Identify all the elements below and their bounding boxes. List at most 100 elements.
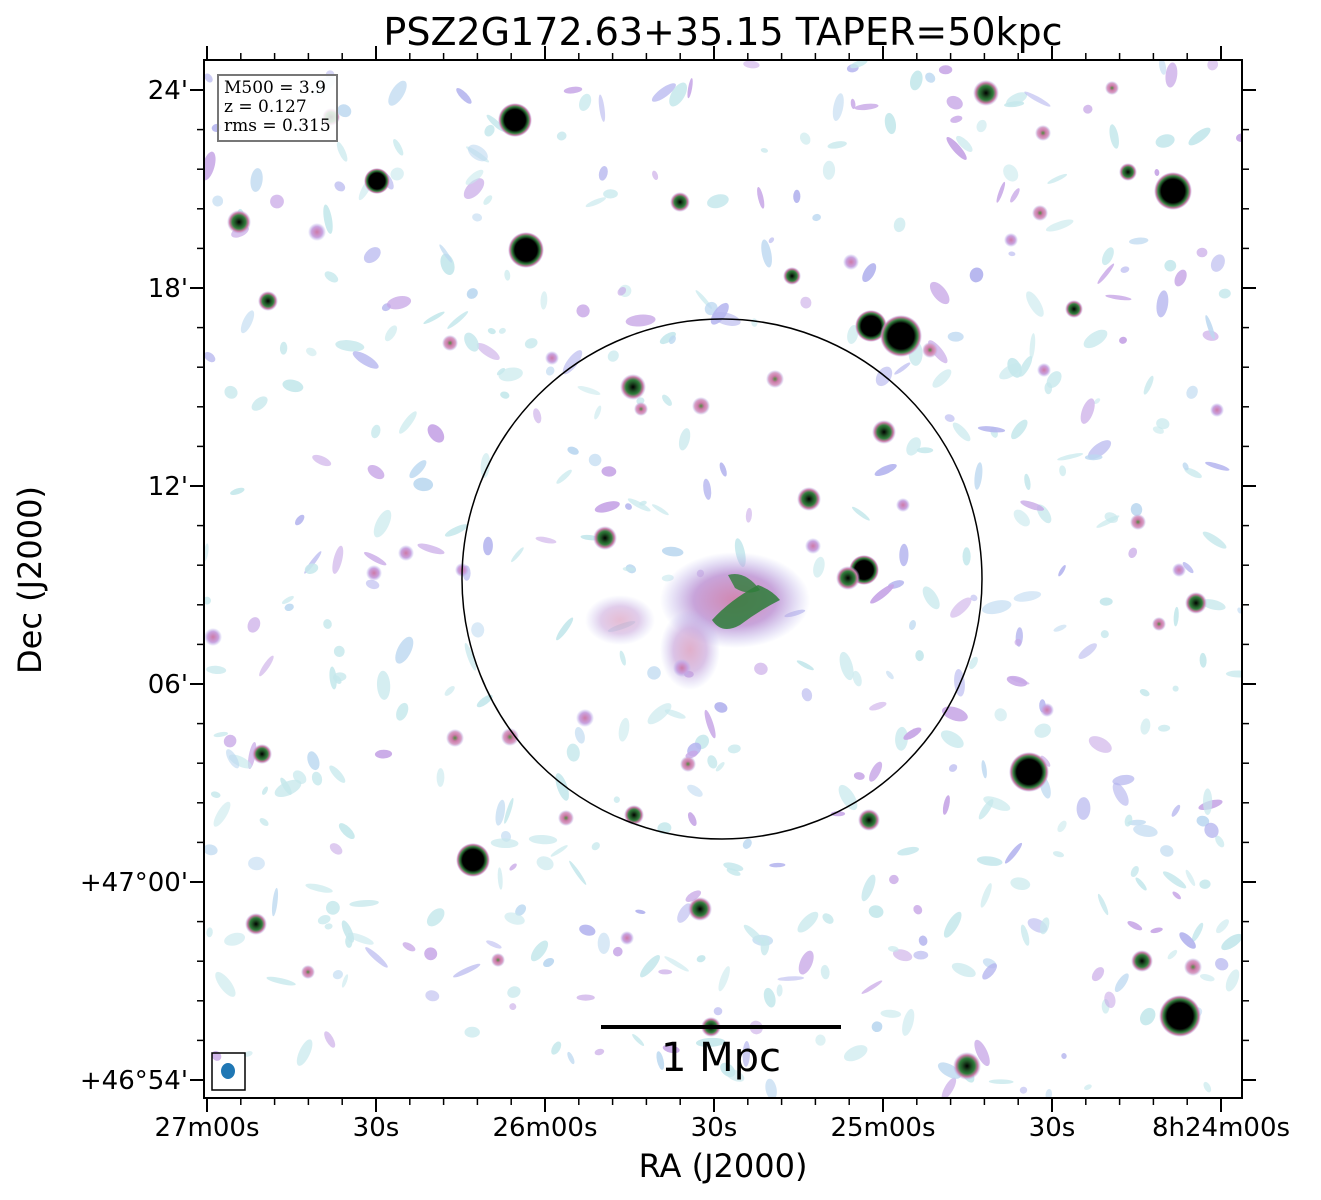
- noise-blob: [1140, 718, 1151, 735]
- axis-ticks: [190, 46, 1256, 1112]
- noise-blob: [426, 908, 445, 927]
- noise-blob: [341, 974, 349, 988]
- y-tick-label: +46°54': [80, 1066, 188, 1096]
- noise-blob: [480, 452, 491, 478]
- noise-blob: [598, 166, 608, 181]
- noise-blob: [250, 168, 263, 192]
- radio-source: [692, 397, 710, 415]
- noise-blob: [1080, 398, 1095, 424]
- radio-source: [501, 728, 519, 746]
- radio-source: [670, 192, 690, 212]
- noise-blob: [550, 845, 568, 857]
- noise-blob: [839, 651, 854, 681]
- noise-blob: [745, 507, 752, 523]
- radio-source: [1037, 363, 1051, 377]
- noise-blob: [713, 1007, 723, 1016]
- noise-blob: [1143, 375, 1154, 395]
- noise-blob: [545, 366, 555, 376]
- noise-blob: [1182, 462, 1189, 471]
- noise-blob: [393, 139, 404, 156]
- noise-blob: [1019, 356, 1033, 377]
- noise-blob: [613, 796, 620, 803]
- noise-blob: [1225, 670, 1242, 678]
- noise-blob: [1158, 724, 1171, 732]
- noise-blob: [417, 543, 445, 555]
- noise-blob: [874, 463, 897, 477]
- noise-blob: [892, 949, 913, 962]
- noise-blob: [850, 98, 856, 110]
- noise-blob: [1199, 652, 1207, 668]
- noise-blob: [498, 327, 506, 334]
- noise-blob: [913, 905, 923, 915]
- noise-blob: [511, 547, 524, 563]
- noise-blob: [585, 197, 606, 208]
- noise-blob: [464, 332, 479, 352]
- noise-blob: [909, 620, 916, 630]
- noise-blob: [932, 369, 952, 388]
- x-tick-label: 26m00s: [492, 1113, 597, 1143]
- noise-blob: [274, 779, 302, 798]
- noise-blob: [980, 883, 992, 908]
- noise-blob: [530, 940, 549, 962]
- noise-blob: [1008, 251, 1016, 257]
- noise-blob: [1133, 824, 1158, 837]
- noise-blob: [284, 603, 294, 612]
- noise-blob: [853, 772, 865, 780]
- noise-blob: [1179, 932, 1196, 949]
- radio-source: [398, 545, 414, 561]
- noise-blob: [312, 454, 332, 467]
- radio-source: [1065, 300, 1083, 318]
- noise-blob: [333, 672, 347, 682]
- noise-blob: [453, 963, 481, 978]
- noise-blob: [661, 546, 684, 557]
- radio-source: [456, 843, 490, 877]
- noise-blob: [224, 385, 238, 399]
- noise-blob: [376, 670, 391, 700]
- noise-blob: [447, 311, 469, 329]
- noise-blob: [625, 314, 656, 327]
- radio-source: [593, 526, 617, 550]
- noise-blob: [1061, 1053, 1067, 1059]
- noise-blob: [793, 189, 801, 203]
- radio-source: [1152, 617, 1166, 631]
- noise-blob: [1155, 134, 1175, 148]
- noise-blob: [893, 217, 906, 233]
- noise-blob: [597, 932, 610, 954]
- rms-label: rms = 0.315: [224, 116, 331, 136]
- noise-blob: [662, 1044, 680, 1054]
- noise-blob: [1196, 247, 1208, 258]
- noise-blob: [902, 1008, 915, 1036]
- noise-blob: [982, 963, 997, 980]
- noise-blob: [1154, 169, 1160, 176]
- noise-blob: [1096, 515, 1120, 528]
- noise-blob: [1083, 104, 1093, 114]
- noise-blob: [495, 799, 506, 826]
- radio-source: [1184, 958, 1202, 976]
- x-tick-label: 8h24m00s: [1152, 1113, 1290, 1143]
- radio-source: [1131, 950, 1153, 972]
- noise-blob: [854, 103, 879, 111]
- noise-blob: [1152, 426, 1164, 434]
- noise-blob: [950, 115, 963, 123]
- noise-blob: [243, 1051, 253, 1057]
- noise-blob: [579, 924, 596, 936]
- cluster-info-box: M500 = 3.9 z = 0.127 rms = 0.315: [217, 74, 338, 142]
- noise-blob: [329, 765, 346, 783]
- y-tick-label: 24': [148, 76, 188, 106]
- radio-source: [836, 566, 860, 590]
- noise-blob: [1007, 357, 1022, 378]
- noise-blob: [618, 717, 630, 742]
- noise-blob: [1204, 822, 1219, 839]
- noise-blob: [374, 749, 393, 759]
- radio-source: [508, 232, 544, 268]
- noise-blob: [1010, 188, 1020, 203]
- noise-blob: [466, 288, 478, 299]
- noise-blob: [956, 135, 973, 152]
- noise-blobs: [204, 60, 1242, 1098]
- noise-blob: [464, 642, 477, 671]
- radio-source: [442, 335, 458, 351]
- noise-blob: [687, 784, 703, 797]
- r500-circle: [461, 318, 983, 840]
- noise-blob: [1083, 329, 1108, 349]
- noise-blob: [695, 1037, 726, 1047]
